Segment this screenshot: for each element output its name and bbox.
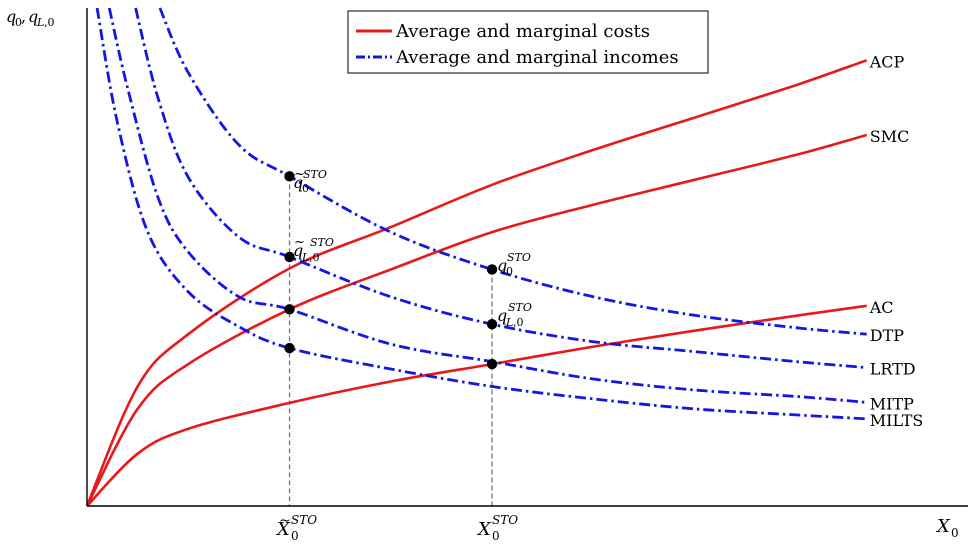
svg-text:STO: STO [508, 301, 532, 314]
series-label-smc: SMC [870, 127, 910, 146]
svg-text:q: q [497, 306, 507, 325]
marked-point-4 [486, 264, 498, 275]
svg-text:q: q [497, 256, 507, 275]
series-ac-line [86, 304, 867, 507]
svg-text:STO: STO [310, 236, 334, 249]
marked-point-2 [284, 304, 295, 315]
series-smc-line [85, 133, 868, 507]
svg-text:L: L [36, 16, 44, 29]
series-label-ac: AC [869, 298, 894, 317]
svg-text:STO: STO [291, 513, 317, 527]
series-label-dtp: DTP [870, 326, 905, 345]
point-label-qL0-tilde: q ~ L ,0 STO [293, 235, 334, 264]
legend-label-incomes: Average and marginal incomes [395, 47, 679, 68]
series-lrtd-line [134, 7, 867, 369]
point-label-q0-tilde: q ~ 0 STO [293, 167, 327, 195]
x-axis-label: X 0 [935, 516, 959, 540]
svg-text:,: , [21, 7, 26, 26]
point-label-qL0: q L ,0 STO [497, 301, 532, 329]
legend: Average and marginal costs Average and m… [347, 10, 709, 74]
series-mitp-line [107, 7, 867, 404]
marked-point-1 [284, 251, 295, 263]
marked-points [284, 171, 498, 370]
point-label-q0: q 0 STO [497, 251, 531, 278]
svg-text:0: 0 [291, 529, 299, 543]
svg-text:STO: STO [303, 168, 327, 181]
svg-text:~: ~ [294, 167, 305, 182]
marked-point-6 [486, 358, 498, 370]
svg-text:q: q [6, 7, 16, 26]
svg-text:,0: ,0 [513, 316, 524, 329]
svg-text:STO: STO [507, 251, 531, 264]
legend-label-costs: Average and marginal costs [395, 21, 650, 42]
svg-text:,0: ,0 [309, 251, 320, 264]
svg-text:q: q [28, 7, 38, 26]
svg-text:L: L [301, 251, 309, 264]
curves [85, 7, 868, 507]
series-label-mitp: MITP [870, 394, 914, 413]
svg-text:STO: STO [492, 513, 518, 527]
x-tick-label: X 0 STO [476, 513, 518, 543]
svg-text:X: X [275, 519, 291, 540]
x-tick-label-tilde: X ~ 0 STO [275, 513, 317, 543]
series-acp-line [85, 59, 868, 507]
series-milts-line [95, 7, 867, 421]
svg-text:q: q [293, 173, 303, 192]
y-axis-label: q 0 , q L ,0 [6, 7, 55, 29]
svg-text:L: L [505, 316, 513, 329]
svg-text:0: 0 [492, 529, 500, 543]
svg-text:~: ~ [294, 235, 305, 250]
svg-text:X: X [476, 519, 492, 540]
series-dtp-line [158, 7, 867, 336]
marked-point-0 [284, 171, 295, 182]
svg-text:0: 0 [15, 16, 22, 29]
svg-text:q: q [293, 241, 303, 260]
svg-text:0: 0 [302, 182, 309, 195]
series-label-milts: MILTS [870, 411, 924, 430]
svg-text:X: X [935, 516, 951, 537]
svg-text:0: 0 [951, 526, 959, 540]
series-label-acp: ACP [869, 52, 905, 71]
svg-text:,0: ,0 [44, 16, 55, 29]
series-label-lrtd: LRTD [870, 360, 916, 379]
legend-box [347, 10, 709, 74]
svg-text:0: 0 [506, 265, 513, 278]
svg-text:~: ~ [279, 513, 291, 529]
marked-point-3 [284, 342, 295, 354]
marked-point-5 [486, 319, 498, 330]
guide-lines [288, 176, 493, 506]
